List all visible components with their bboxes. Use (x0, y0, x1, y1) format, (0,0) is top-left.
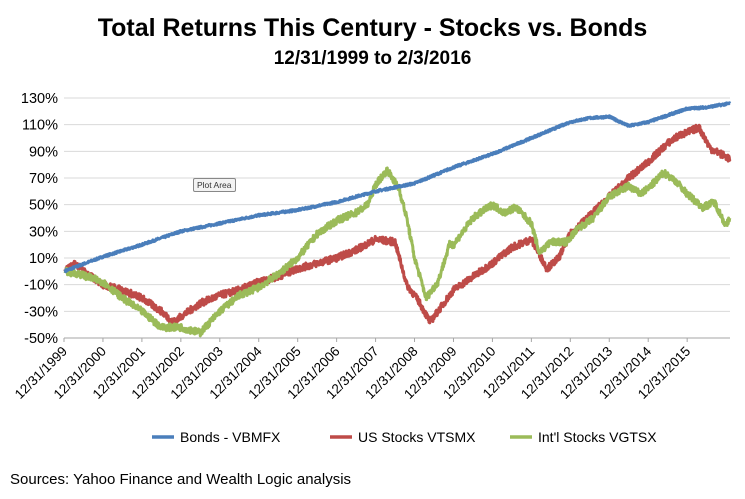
series-line-1 (62, 101, 732, 274)
x-axis-tick-labels: 12/31/199912/31/200012/31/200112/31/2002… (12, 338, 693, 402)
y-tick-label: -50% (24, 331, 58, 347)
y-tick-label: 50% (29, 198, 58, 214)
gridlines (64, 97, 730, 339)
chart-title: Total Returns This Century - Stocks vs. … (97, 14, 648, 42)
source-note: Sources: Yahoo Finance and Wealth Logic … (10, 471, 352, 488)
y-tick-label: 10% (29, 251, 58, 267)
y-tick-label: 90% (29, 144, 58, 160)
legend: Bonds - VBMFX US Stocks VTSMX Int'l Stocks… (152, 429, 657, 445)
chart-subtitle: 12/31/1999 to 2/3/2016 (273, 48, 472, 69)
legend-label: US Stocks VTSMX (358, 429, 476, 445)
y-tick-label: -30% (24, 304, 58, 320)
plot-area-tooltip: Plot Area (193, 178, 236, 192)
y-tick-label: -10% (24, 278, 58, 294)
y-tick-label: 110% (22, 118, 58, 134)
y-tick-label: 130% (21, 91, 58, 107)
series-lines (62, 101, 732, 338)
y-tick-label: 30% (29, 224, 58, 240)
legend-label: Bonds - VBMFX (180, 429, 281, 445)
series-line-2 (62, 123, 732, 326)
legend-label: Int'l Stocks VGTSX (538, 429, 657, 445)
y-axis-tick-labels: 130% 110% 90% 70% 50% 30% 10% -10% -30% -50% (21, 91, 58, 347)
y-tick-label: 70% (29, 171, 58, 187)
